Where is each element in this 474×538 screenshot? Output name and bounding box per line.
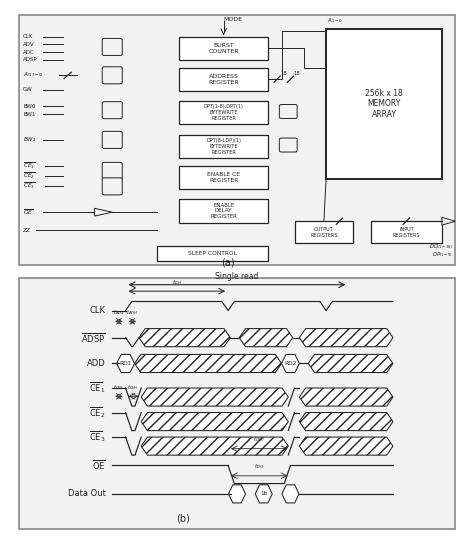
Text: MODE: MODE: [224, 17, 243, 22]
Bar: [179, 101, 268, 124]
FancyBboxPatch shape: [279, 138, 297, 152]
Text: OUTPUT
REGISTERS: OUTPUT REGISTERS: [310, 227, 337, 238]
Polygon shape: [141, 437, 288, 455]
Text: $\overline{CE_2}$: $\overline{CE_2}$: [23, 171, 36, 181]
Bar: [179, 134, 268, 158]
Bar: [371, 221, 442, 243]
Polygon shape: [141, 388, 288, 406]
Polygon shape: [282, 355, 300, 372]
Text: $DQ_{(1-18)}$: $DQ_{(1-18)}$: [429, 243, 453, 251]
Text: $\overline{CE_1}$: $\overline{CE_1}$: [23, 161, 36, 171]
Text: 18: 18: [294, 72, 301, 76]
FancyBboxPatch shape: [279, 104, 297, 118]
Text: (a): (a): [221, 258, 235, 268]
Text: ADD: ADD: [87, 359, 106, 368]
Text: 256k x 18
MEMORY
ARRAY: 256k x 18 MEMORY ARRAY: [365, 89, 403, 118]
Bar: [179, 166, 268, 189]
Text: $DP_{(1-9)}$: $DP_{(1-9)}$: [432, 251, 453, 259]
Text: $A_{1-0}$: $A_{1-0}$: [327, 16, 343, 25]
Text: Data Out: Data Out: [68, 490, 106, 498]
Text: $\overline{OE}$: $\overline{OE}$: [23, 208, 34, 217]
Text: SLEEP CONTROL: SLEEP CONTROL: [188, 251, 237, 256]
Text: RD2: RD2: [284, 361, 297, 366]
Polygon shape: [282, 485, 299, 503]
Bar: [326, 29, 442, 179]
Bar: [179, 68, 268, 91]
Text: RD1: RD1: [119, 361, 132, 366]
Text: ENABLE
DELAY
REGISTER: ENABLE DELAY REGISTER: [210, 203, 237, 219]
Text: $t_{OEV}$: $t_{OEV}$: [253, 435, 265, 444]
Text: $t_{ADH}$: $t_{ADH}$: [126, 308, 138, 317]
Bar: [157, 246, 268, 261]
Polygon shape: [308, 355, 393, 372]
Text: BW1: BW1: [23, 111, 36, 117]
Polygon shape: [139, 329, 230, 346]
FancyBboxPatch shape: [102, 162, 122, 179]
FancyBboxPatch shape: [102, 67, 122, 84]
Text: BW0: BW0: [23, 104, 36, 109]
Polygon shape: [300, 388, 393, 406]
Text: $t_{CEH}$: $t_{CEH}$: [128, 383, 139, 392]
Text: ADV: ADV: [23, 42, 35, 47]
Polygon shape: [239, 329, 292, 346]
Polygon shape: [94, 208, 112, 216]
Text: $\overline{\rm CE}_2$: $\overline{\rm CE}_2$: [89, 405, 106, 420]
Text: $\overline{\rm CE}_3$: $\overline{\rm CE}_3$: [89, 430, 106, 444]
FancyBboxPatch shape: [102, 38, 122, 55]
Text: ENABLE CE
REGISTER: ENABLE CE REGISTER: [207, 172, 240, 183]
FancyBboxPatch shape: [102, 178, 122, 195]
Text: (b): (b): [177, 514, 191, 523]
Polygon shape: [141, 413, 288, 430]
Text: DPT(1-8),DPT(1)
BYTEWRITE
REGISTER: DPT(1-8),DPT(1) BYTEWRITE REGISTER: [204, 104, 244, 121]
Text: ADSP: ADSP: [23, 58, 38, 62]
Text: 18: 18: [281, 72, 287, 76]
Text: INPUT
REGISTERS: INPUT REGISTERS: [392, 227, 420, 238]
Polygon shape: [300, 329, 393, 346]
Text: $A_{(17-0)}$: $A_{(17-0)}$: [23, 71, 44, 80]
Text: GW: GW: [23, 87, 33, 92]
Text: ZZ: ZZ: [23, 228, 31, 233]
Polygon shape: [300, 437, 393, 455]
Text: $BW_2$: $BW_2$: [23, 136, 36, 144]
Polygon shape: [255, 485, 272, 503]
Text: DPT(8-LDP)(1)
BYTEWRITE
REGISTER: DPT(8-LDP)(1) BYTEWRITE REGISTER: [206, 138, 241, 154]
Text: BURST
COUNTER: BURST COUNTER: [208, 43, 239, 54]
Text: $\overline{\rm OE}$: $\overline{\rm OE}$: [91, 458, 106, 472]
Text: ADC: ADC: [23, 49, 35, 54]
Text: $\overline{CE_3}$: $\overline{CE_3}$: [23, 181, 36, 192]
Bar: [295, 221, 353, 243]
Text: ADDRESS
REGISTER: ADDRESS REGISTER: [208, 74, 239, 84]
Text: 1b: 1b: [260, 491, 267, 497]
Text: CLK: CLK: [90, 306, 106, 315]
Text: $t_{CH}$: $t_{CH}$: [172, 278, 182, 287]
Bar: [179, 37, 268, 60]
Polygon shape: [135, 355, 282, 372]
Bar: [179, 199, 268, 223]
Text: $\overline{\rm ADSP}$: $\overline{\rm ADSP}$: [81, 331, 106, 345]
Polygon shape: [117, 355, 135, 372]
Text: $t_{DO}$: $t_{DO}$: [254, 463, 264, 471]
Polygon shape: [442, 217, 456, 225]
FancyBboxPatch shape: [102, 102, 122, 119]
Text: Single read: Single read: [215, 272, 259, 281]
Polygon shape: [300, 413, 393, 430]
Text: $t_{ADS}$: $t_{ADS}$: [113, 308, 125, 317]
FancyBboxPatch shape: [102, 131, 122, 148]
Text: $t_{CES}$: $t_{CES}$: [113, 383, 125, 392]
Text: $\overline{\rm CE}_1$: $\overline{\rm CE}_1$: [89, 381, 106, 395]
Text: CLK: CLK: [23, 34, 33, 39]
Polygon shape: [228, 485, 246, 503]
